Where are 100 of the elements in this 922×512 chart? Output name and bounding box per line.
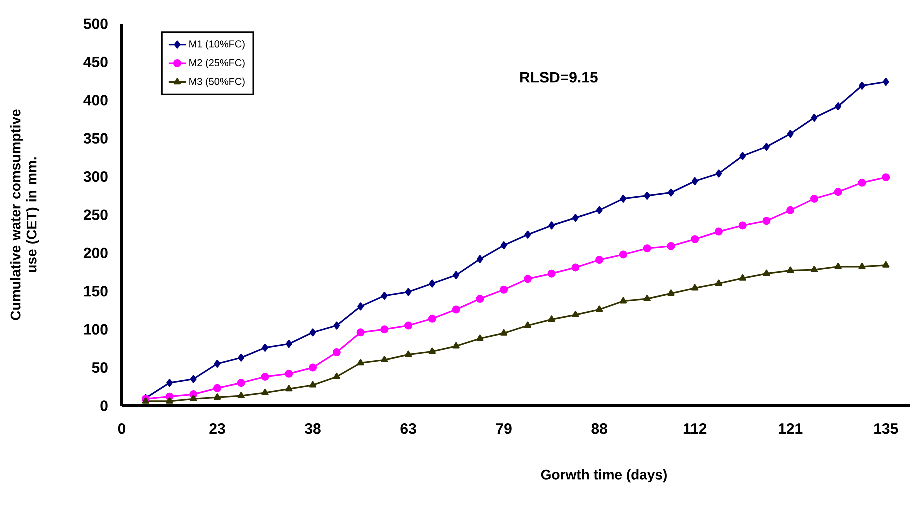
point [237,379,246,388]
y-tick-label: 50 [92,362,108,374]
point [787,130,794,138]
point [214,384,222,392]
point [762,217,771,226]
point [190,395,198,402]
x-tick-label: 0 [118,424,126,434]
legend-label: M3 (50%FC) [190,78,245,88]
legend-label: M1 (10%FC) [190,40,245,50]
point [644,295,651,302]
point [692,177,698,186]
point [811,114,818,122]
point [548,316,556,322]
point [381,356,388,363]
x-axis-title: Gorwth time (days) [541,470,667,483]
y-tick-label: 450 [84,56,108,68]
point [596,306,604,312]
point [285,370,294,378]
y-tick-label: 200 [84,248,108,259]
x-tick-label: 88 [592,424,608,434]
y-tick-label: 150 [84,286,108,297]
point [882,261,890,268]
point [524,230,532,239]
x-tick-label: 112 [684,424,707,434]
point [644,192,651,200]
point [356,328,365,337]
point [166,379,173,388]
point [309,381,317,388]
y-tick-label: 250 [84,210,108,220]
point [572,311,580,318]
point [667,242,676,250]
point [453,271,460,280]
point [882,174,890,182]
point [404,322,413,330]
point [740,152,746,160]
point [619,250,628,259]
x-tick-label: 63 [400,424,416,434]
point [261,372,270,381]
point [596,256,604,264]
point [596,206,603,214]
point [452,342,460,349]
point [572,214,579,222]
point [786,206,795,214]
point [691,235,700,244]
point [620,297,628,304]
legend-label: M2 (25%FC) [190,59,245,68]
point [810,194,818,203]
y-axis-title: Cumulative water comsumptive use (CET) in mm. [10,110,40,320]
point [286,340,292,348]
point [476,295,484,304]
point [620,194,627,203]
point [858,178,866,187]
point [714,228,723,236]
point [548,270,556,278]
point [500,329,508,336]
y-tick-label: 300 [84,171,108,182]
point [238,354,245,362]
y-tick-label: 350 [84,133,108,144]
point [332,348,341,357]
point [643,244,652,253]
point [834,188,842,196]
x-tick-label: 135 [874,424,898,434]
point [572,264,580,272]
point [380,326,389,334]
point [476,255,484,264]
point [452,306,460,314]
point [739,274,746,281]
point [262,389,269,396]
point [286,385,293,392]
point [428,314,436,323]
point [548,222,556,230]
point [524,322,532,328]
point [190,375,197,384]
point [404,350,412,358]
point [310,328,316,337]
point [716,170,722,178]
point [357,359,364,366]
point [787,266,794,274]
point [166,397,174,404]
x-tick-label: 23 [210,424,226,434]
point [333,372,340,380]
annotation: RLSD=9.15 [520,72,598,83]
point [405,288,412,296]
x-tick-label: 38 [305,424,321,434]
point [835,102,842,111]
point [882,78,890,86]
point [262,344,268,352]
point [692,284,699,291]
point [764,143,770,152]
point [214,360,221,368]
x-tick-label: 79 [496,424,512,434]
point [668,290,675,296]
point [668,188,674,197]
y-tick-label: 100 [84,324,108,335]
y-tick-label: 400 [84,95,108,106]
x-tick-label: 121 [779,424,803,434]
point [859,82,866,90]
point [500,242,508,250]
point [763,270,770,276]
y-tick-label: 500 [84,18,108,30]
